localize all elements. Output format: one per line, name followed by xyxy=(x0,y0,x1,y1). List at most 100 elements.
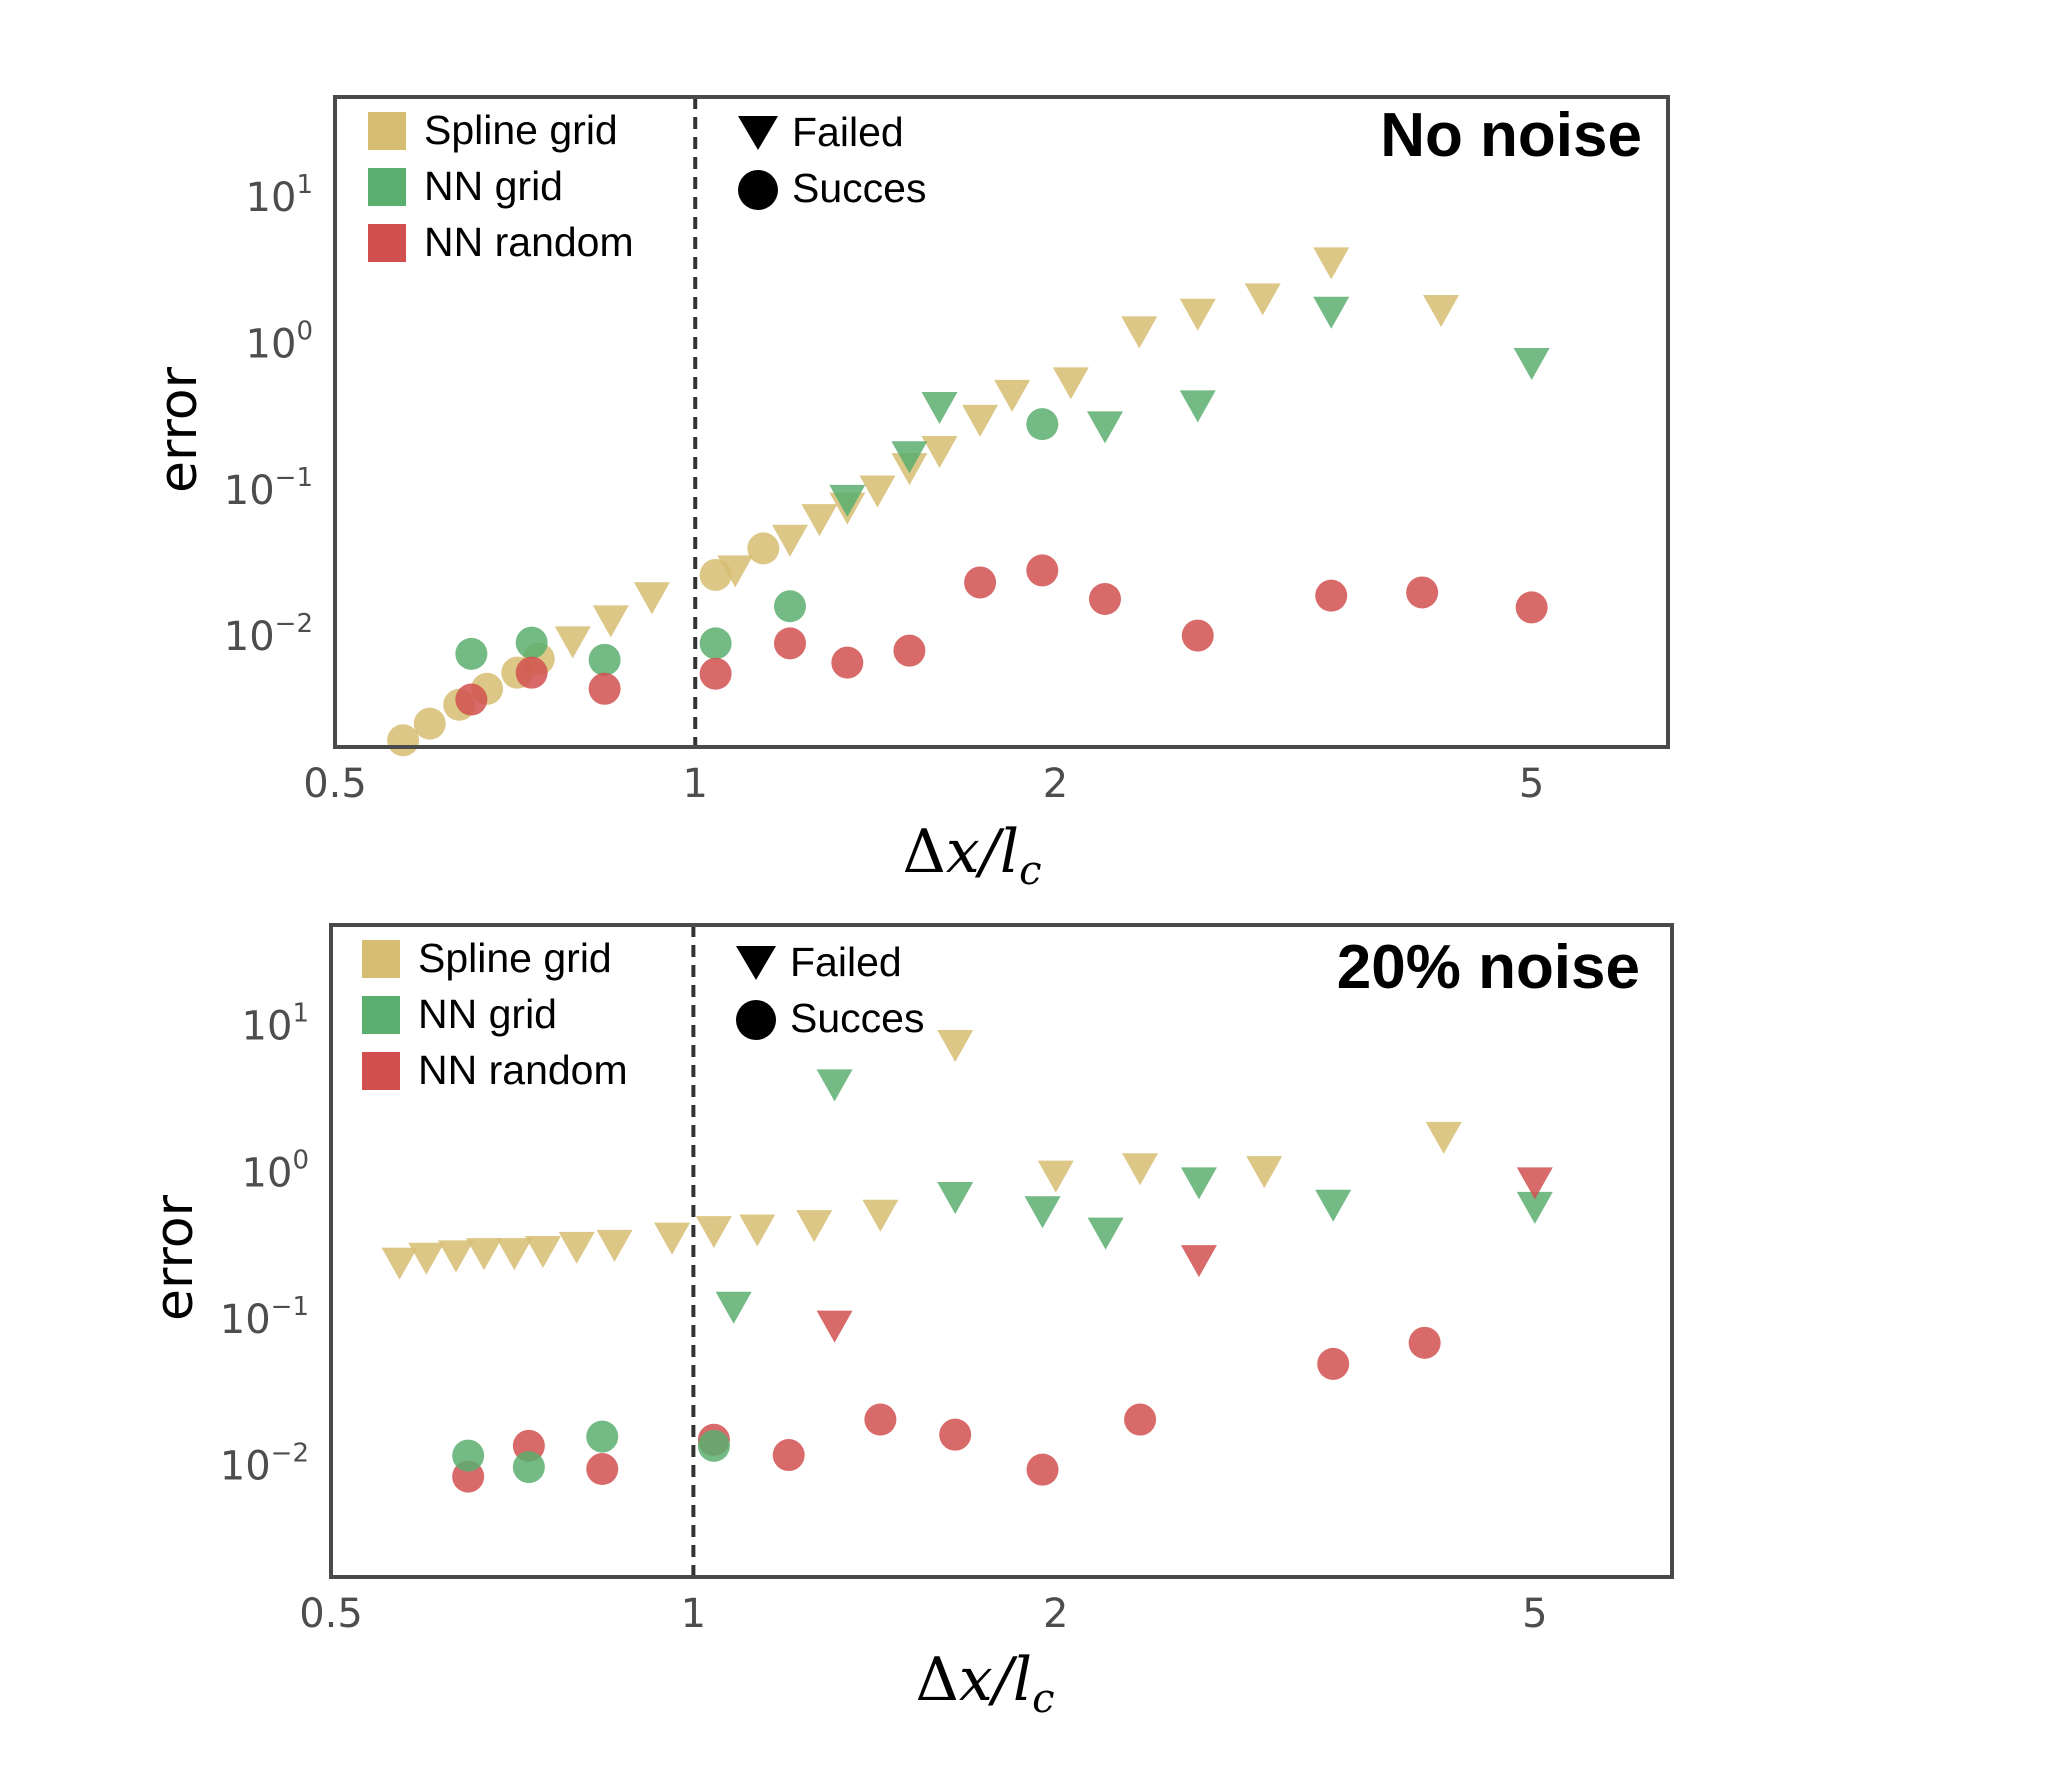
point-failed xyxy=(554,626,591,659)
legend-label: Succes xyxy=(792,165,926,211)
point-succes xyxy=(964,566,997,599)
y-tick-label: 10−1 xyxy=(224,463,313,514)
point-failed xyxy=(437,1240,474,1273)
point-failed xyxy=(739,1214,776,1247)
point-succes xyxy=(452,1439,485,1472)
point-failed xyxy=(1244,283,1281,316)
legend-label: Failed xyxy=(792,109,904,155)
point-failed xyxy=(558,1231,595,1264)
point-succes xyxy=(515,656,548,689)
legend-label: NN grid xyxy=(424,163,563,209)
point-failed xyxy=(891,441,928,474)
point-succes xyxy=(699,627,732,660)
y-tick-label: 101 xyxy=(246,170,313,221)
y-tick-label: 10−1 xyxy=(220,1292,309,1343)
point-succes xyxy=(512,1451,545,1484)
point-failed xyxy=(862,1199,899,1232)
x-tick-label: 5 xyxy=(1519,761,1544,807)
point-failed xyxy=(1122,1153,1159,1186)
legend: Spline grid NN grid NN random Failed Succes xyxy=(362,935,924,1093)
point-succes xyxy=(387,724,420,757)
axes-frame xyxy=(329,923,1674,1579)
point-failed xyxy=(1037,1160,1074,1193)
point-failed xyxy=(994,379,1031,412)
point-failed xyxy=(829,484,866,517)
legend-swatch xyxy=(368,168,406,206)
point-succes xyxy=(747,532,780,565)
y-tick-labels: 10−2 10−1 100 101 xyxy=(220,999,309,1490)
point-succes xyxy=(588,643,621,676)
point-succes xyxy=(697,1429,730,1462)
point-failed xyxy=(1425,1121,1462,1154)
legend-failed-marker xyxy=(736,946,776,980)
point-succes xyxy=(773,627,806,660)
point-succes xyxy=(588,672,621,705)
point-succes xyxy=(1315,579,1348,612)
legend-label: Spline grid xyxy=(424,107,618,153)
x-tick-label: 0.5 xyxy=(299,1591,363,1637)
point-failed xyxy=(937,1030,974,1063)
x-tick-label: 2 xyxy=(1043,1591,1068,1637)
point-succes xyxy=(1026,1453,1059,1486)
point-failed xyxy=(921,436,958,469)
y-tick-label: 100 xyxy=(242,1145,309,1196)
point-failed xyxy=(937,1182,974,1215)
point-failed xyxy=(1246,1156,1283,1189)
point-succes xyxy=(515,626,548,659)
point-succes xyxy=(893,634,926,667)
legend-swatch xyxy=(368,224,406,262)
panel-20-noise: 10−2 10−1 100 101 0.5 1 2 5 error Δx/lc Spline… xyxy=(145,923,1674,1722)
point-failed xyxy=(771,524,808,557)
point-failed xyxy=(1179,298,1216,331)
x-axis-label: Δx/lc xyxy=(916,1645,1055,1722)
point-failed xyxy=(1315,1189,1352,1222)
point-succes xyxy=(831,646,864,679)
point-failed xyxy=(796,1210,833,1243)
point-failed xyxy=(633,582,670,615)
y-axis-label: error xyxy=(149,366,209,493)
point-failed xyxy=(859,475,896,508)
point-failed xyxy=(1024,1196,1061,1229)
point-succes xyxy=(413,707,446,740)
legend-swatch xyxy=(362,996,400,1034)
legend-label: NN random xyxy=(418,1047,628,1093)
y-tick-label: 10−2 xyxy=(224,609,313,660)
point-failed xyxy=(1513,347,1550,380)
y-tick-label: 101 xyxy=(242,999,309,1050)
legend-swatch xyxy=(362,940,400,978)
point-succes xyxy=(939,1418,972,1451)
point-failed xyxy=(962,404,999,437)
legend-succes-marker xyxy=(736,1000,776,1040)
legend-swatch xyxy=(362,1052,400,1090)
point-failed xyxy=(1052,367,1089,400)
point-failed xyxy=(381,1247,418,1280)
point-succes xyxy=(1515,591,1548,624)
legend-label: NN random xyxy=(424,219,634,265)
point-succes xyxy=(455,637,488,670)
point-succes xyxy=(1408,1326,1441,1359)
plot-area-20-noise xyxy=(381,925,1553,1577)
point-failed xyxy=(1516,1191,1553,1224)
legend-label: Succes xyxy=(790,995,924,1041)
point-succes xyxy=(773,590,806,623)
point-failed xyxy=(715,1291,752,1324)
point-succes xyxy=(586,1420,619,1453)
panel-title: No noise xyxy=(1380,101,1642,170)
x-tick-label: 2 xyxy=(1043,761,1068,807)
point-failed xyxy=(801,504,838,537)
point-failed xyxy=(816,1069,853,1102)
x-tick-label: 1 xyxy=(683,761,708,807)
y-tick-labels: 10−2 10−1 100 101 xyxy=(224,170,313,660)
point-succes xyxy=(455,683,488,716)
point-failed xyxy=(921,391,958,424)
point-failed xyxy=(1180,1167,1217,1200)
point-failed xyxy=(816,1310,853,1343)
point-failed xyxy=(592,605,629,638)
point-failed xyxy=(1180,1245,1217,1278)
point-succes xyxy=(1026,408,1059,441)
legend-failed-marker xyxy=(738,116,778,150)
point-succes xyxy=(772,1439,805,1472)
x-tick-label: 5 xyxy=(1522,1591,1547,1637)
point-succes xyxy=(586,1453,619,1486)
